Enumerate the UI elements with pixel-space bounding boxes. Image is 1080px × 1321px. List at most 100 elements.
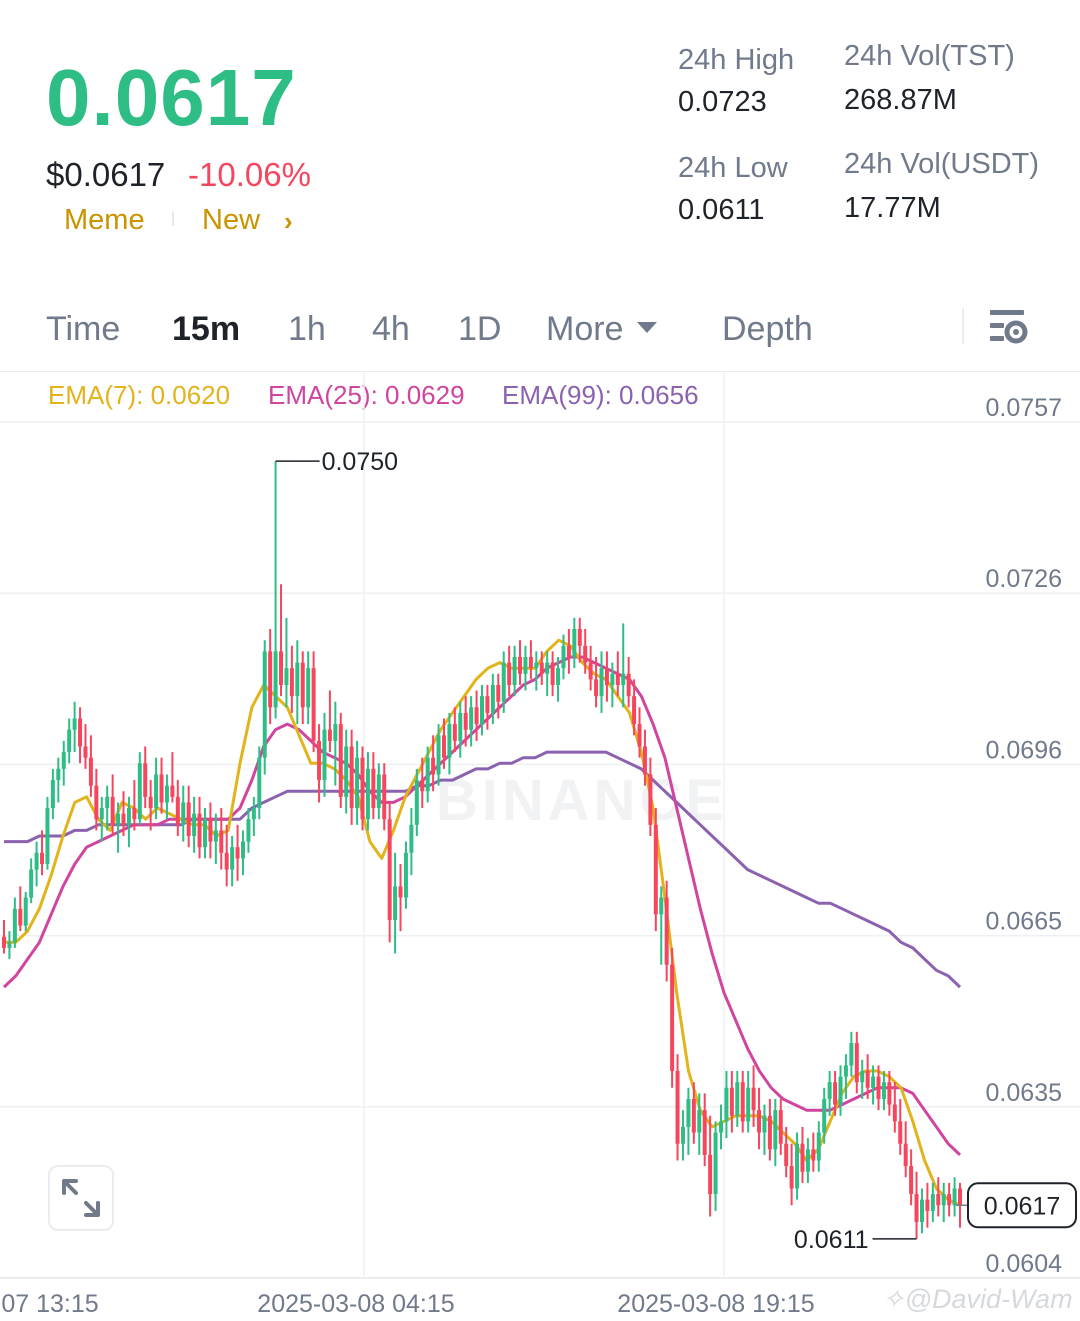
candle — [257, 746, 262, 820]
candle — [854, 1031, 859, 1094]
candle — [621, 623, 626, 708]
candle-body — [284, 668, 289, 685]
tab-more[interactable]: More — [546, 310, 658, 349]
expand-icon — [62, 1179, 100, 1217]
candle-body — [300, 662, 305, 708]
chevron-right-icon[interactable]: › — [284, 206, 293, 236]
candle-body — [273, 651, 278, 708]
candle-body — [105, 796, 110, 809]
candle-body — [930, 1194, 935, 1211]
candle — [800, 1126, 805, 1183]
candle — [588, 645, 593, 691]
chart-settings-button[interactable] — [984, 306, 1032, 350]
candle — [425, 746, 430, 803]
candle-body — [501, 662, 506, 702]
candle-body — [431, 757, 436, 775]
candle — [670, 947, 675, 1088]
candle — [414, 768, 419, 837]
tag-new[interactable]: New — [202, 204, 261, 236]
candle-body — [691, 1098, 696, 1133]
candle — [344, 729, 349, 814]
candle-body — [719, 1121, 723, 1133]
candle — [376, 763, 381, 820]
candle — [599, 651, 604, 713]
candle-body — [811, 1149, 816, 1161]
last-price: 0.0617 — [46, 53, 297, 142]
tab-15m[interactable]: 15m — [172, 310, 241, 348]
tab-4h[interactable]: 4h — [372, 310, 410, 348]
candle — [871, 1065, 876, 1105]
candle-body — [860, 1070, 865, 1083]
candle — [740, 1070, 745, 1133]
x-tick-label: 2025-03-08 19:15 — [617, 1290, 814, 1318]
usd-price: $0.0617 — [46, 156, 166, 193]
candle — [230, 836, 235, 887]
candle-body — [887, 1082, 892, 1105]
candle-body — [632, 696, 637, 725]
current-price-box — [967, 1182, 1077, 1229]
candle — [577, 617, 582, 663]
candle-body — [338, 724, 343, 797]
candle — [317, 724, 322, 803]
candle — [289, 645, 294, 713]
candle-body — [436, 735, 441, 775]
candle-body — [262, 651, 267, 758]
candle-body — [762, 1115, 767, 1133]
fullscreen-button[interactable] — [48, 1165, 114, 1231]
stat-vol-usdt-label: 24h Vol(USDT) — [844, 148, 1040, 180]
candle — [648, 757, 653, 837]
tab-1d[interactable]: 1D — [458, 310, 502, 348]
candle-body — [376, 774, 381, 809]
candle — [262, 640, 267, 775]
candle — [795, 1132, 800, 1200]
candle-body — [61, 752, 66, 769]
candle — [34, 841, 39, 887]
candle — [680, 1110, 685, 1161]
candle — [67, 718, 72, 764]
candle-body — [588, 662, 593, 680]
watermark: ✧@David-Wam — [882, 1284, 1073, 1314]
tab-1h[interactable]: 1h — [288, 310, 326, 348]
candle — [626, 656, 631, 708]
candle — [268, 629, 273, 725]
candle — [154, 757, 159, 820]
candle-body — [398, 886, 403, 898]
candle-body — [599, 668, 604, 697]
candle — [480, 684, 484, 736]
candle-body — [208, 819, 213, 842]
candle-body — [947, 1194, 952, 1206]
candle-body — [349, 746, 354, 809]
candle-body — [360, 757, 365, 820]
candle — [724, 1070, 729, 1139]
candle-body — [110, 796, 115, 825]
candle — [18, 886, 23, 932]
candle — [523, 645, 528, 691]
candle-body — [566, 645, 571, 657]
candle — [284, 617, 289, 708]
candle — [360, 746, 365, 831]
candle — [903, 1121, 908, 1178]
candle-body — [539, 662, 544, 674]
tab-time[interactable]: Time — [46, 310, 121, 348]
candle — [838, 1065, 843, 1116]
stat-vol-tst-value: 268.87M — [844, 84, 957, 116]
candle-body — [659, 897, 664, 915]
candle-body — [876, 1076, 881, 1099]
candle — [300, 651, 305, 725]
candle-body — [746, 1087, 751, 1122]
candle-body — [914, 1194, 919, 1223]
candle-body — [594, 679, 599, 697]
tag-meme[interactable]: Meme — [64, 204, 145, 236]
candle — [159, 757, 164, 814]
tab-depth[interactable]: Depth — [722, 310, 813, 348]
candle — [371, 752, 376, 820]
candle — [719, 1104, 723, 1150]
candle-body — [170, 785, 175, 797]
candlestick-chart[interactable]: BINANCE 0.07570.07260.06960.06650.06350.… — [0, 372, 1080, 1321]
candle-body — [317, 740, 322, 781]
candle-body — [7, 942, 12, 948]
candle-body — [528, 656, 533, 669]
candle — [865, 1054, 870, 1099]
candle-body — [197, 813, 202, 848]
ema99-line — [4, 750, 962, 989]
